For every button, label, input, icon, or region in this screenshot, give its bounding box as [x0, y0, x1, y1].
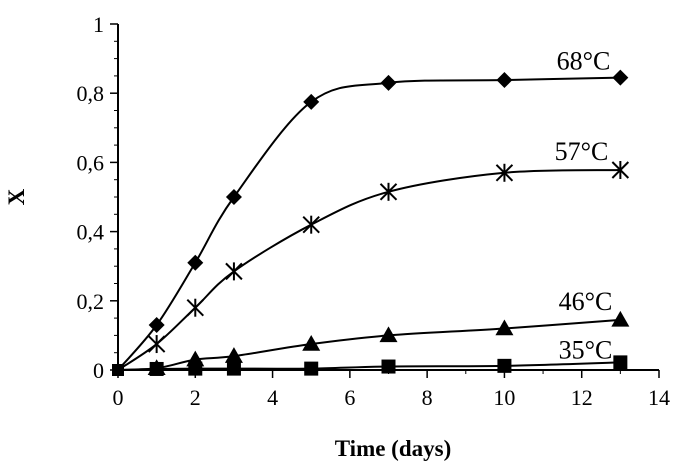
- x-tick-label: 6: [344, 385, 355, 410]
- x-tick-label: 2: [190, 385, 201, 410]
- data-point-diamond: [148, 317, 165, 334]
- data-point-square: [304, 361, 319, 376]
- x-axis-label: Time (days): [335, 436, 452, 461]
- data-point-diamond: [496, 72, 513, 89]
- data-point-asterisk: [225, 262, 243, 281]
- y-tick-label: 0: [93, 358, 104, 383]
- y-tick-label: 0,8: [77, 81, 105, 106]
- data-point-square: [497, 358, 512, 373]
- data-point-asterisk: [302, 215, 320, 234]
- data-point-triangle: [224, 347, 243, 363]
- data-point-square: [381, 359, 396, 374]
- x-tick-label: 8: [422, 385, 433, 410]
- origin-point: [112, 364, 124, 376]
- data-point-diamond: [303, 93, 320, 110]
- y-tick-label: 0,2: [77, 289, 105, 314]
- data-point-diamond: [380, 74, 397, 91]
- series-label: 46°C: [559, 287, 613, 316]
- x-tick-label: 12: [571, 385, 593, 410]
- data-point-triangle: [495, 319, 514, 336]
- data-point-square: [188, 361, 203, 376]
- series-labels: 68°C 57°C 46°C 35°C: [555, 47, 613, 365]
- data-point-triangle: [611, 310, 630, 327]
- x-tick-label: 0: [113, 385, 124, 410]
- series-line-2: [117, 169, 621, 371]
- series-label: 35°C: [559, 335, 613, 364]
- axis-ticks: 00,20,40,60,810 2 4 6 8 10 12 14: [77, 12, 671, 410]
- x-tick-label: 14: [648, 385, 670, 410]
- data-point-square: [226, 361, 241, 376]
- y-tick-label: 0,6: [77, 150, 105, 175]
- y-tick-label: 0,4: [77, 220, 105, 245]
- data-point-triangle: [379, 326, 398, 343]
- data-point-square: [149, 361, 164, 376]
- data-point-asterisk: [611, 161, 630, 180]
- data-point-square: [613, 355, 628, 370]
- data-point-asterisk: [379, 182, 398, 201]
- y-tick-label: 1: [93, 12, 104, 37]
- data-point-diamond: [187, 254, 204, 271]
- data-point-diamond: [612, 69, 629, 86]
- data-point-asterisk: [147, 335, 166, 354]
- y-axis-label: X: [4, 188, 29, 205]
- data-point-diamond: [225, 189, 242, 205]
- series-lines: [117, 76, 621, 371]
- series-label: 57°C: [555, 137, 609, 166]
- series-markers: [112, 69, 630, 376]
- data-point-triangle: [302, 335, 321, 351]
- series-label: 68°C: [557, 47, 611, 76]
- x-tick-label: 4: [267, 385, 278, 410]
- data-point-asterisk: [495, 163, 514, 182]
- x-tick-label: 10: [493, 385, 515, 410]
- data-point-asterisk: [186, 298, 204, 317]
